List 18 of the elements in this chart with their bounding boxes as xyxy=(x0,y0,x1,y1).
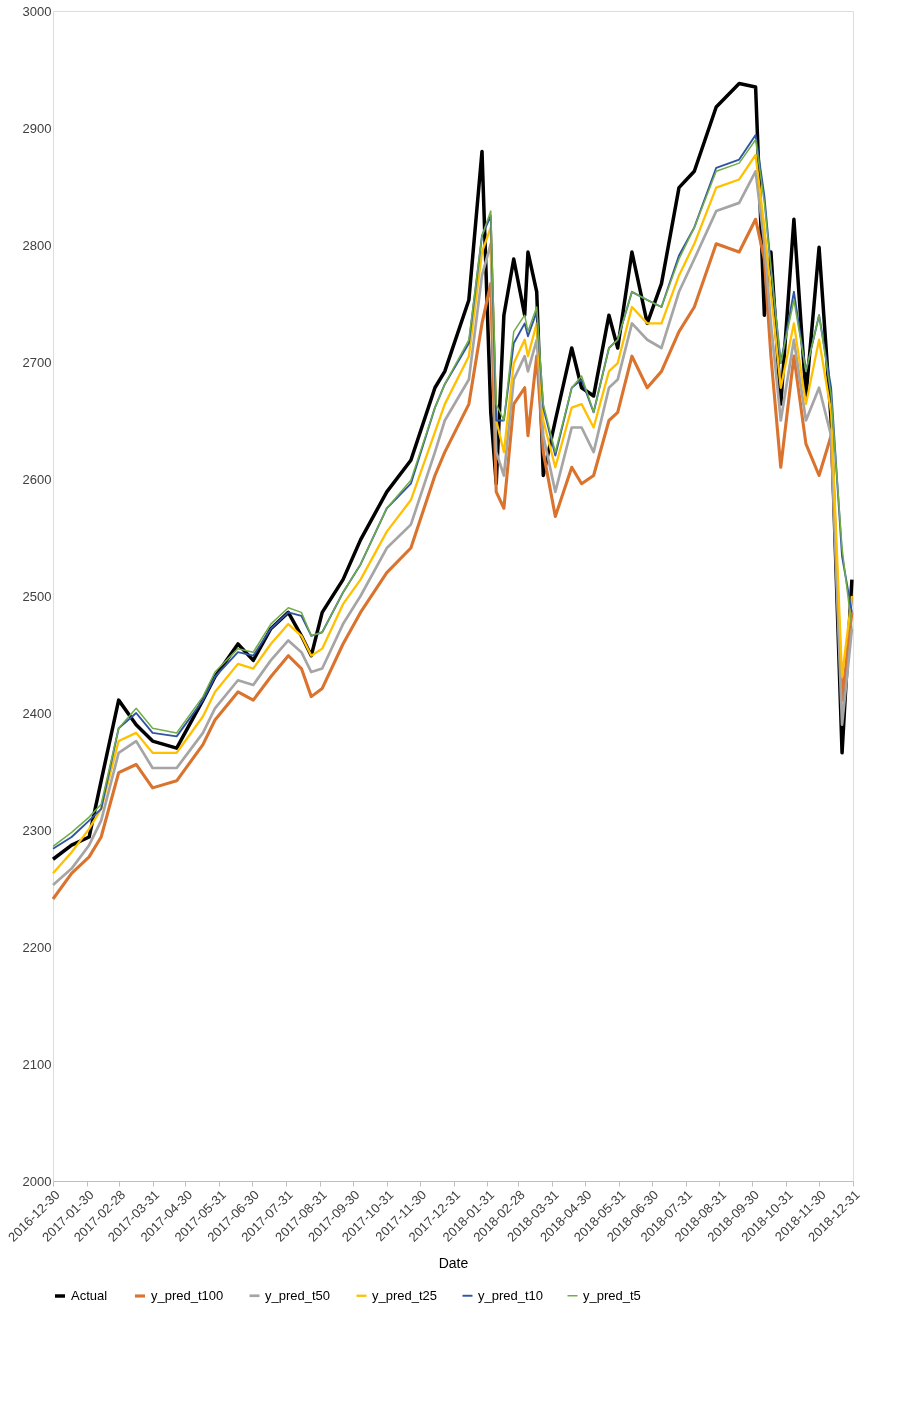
y-tick-label: 2900 xyxy=(22,120,52,136)
legend-label: y_pred_t100 xyxy=(151,1288,224,1303)
legend-label: y_pred_t50 xyxy=(265,1287,331,1303)
y-tick-label: 2200 xyxy=(22,939,52,955)
x-axis-title: Date xyxy=(438,1254,469,1271)
y-tick-label: 2100 xyxy=(22,1056,52,1072)
legend-label: Actual xyxy=(71,1288,108,1303)
y-tick-label: 2800 xyxy=(22,237,52,253)
y-tick-label: 3000 xyxy=(22,3,52,19)
y-tick-label: 2600 xyxy=(22,471,52,487)
y-tick-label: 2400 xyxy=(22,705,52,721)
legend-label: y_pred_t10 xyxy=(478,1287,544,1303)
y-tick-label: 2300 xyxy=(22,822,52,838)
y-tick-label: 2000 xyxy=(22,1173,52,1189)
legend-label: y_pred_t5 xyxy=(583,1287,641,1303)
legend-label: y_pred_t25 xyxy=(372,1287,438,1303)
y-tick-label: 2500 xyxy=(22,588,52,604)
y-tick-label: 2700 xyxy=(22,354,52,370)
